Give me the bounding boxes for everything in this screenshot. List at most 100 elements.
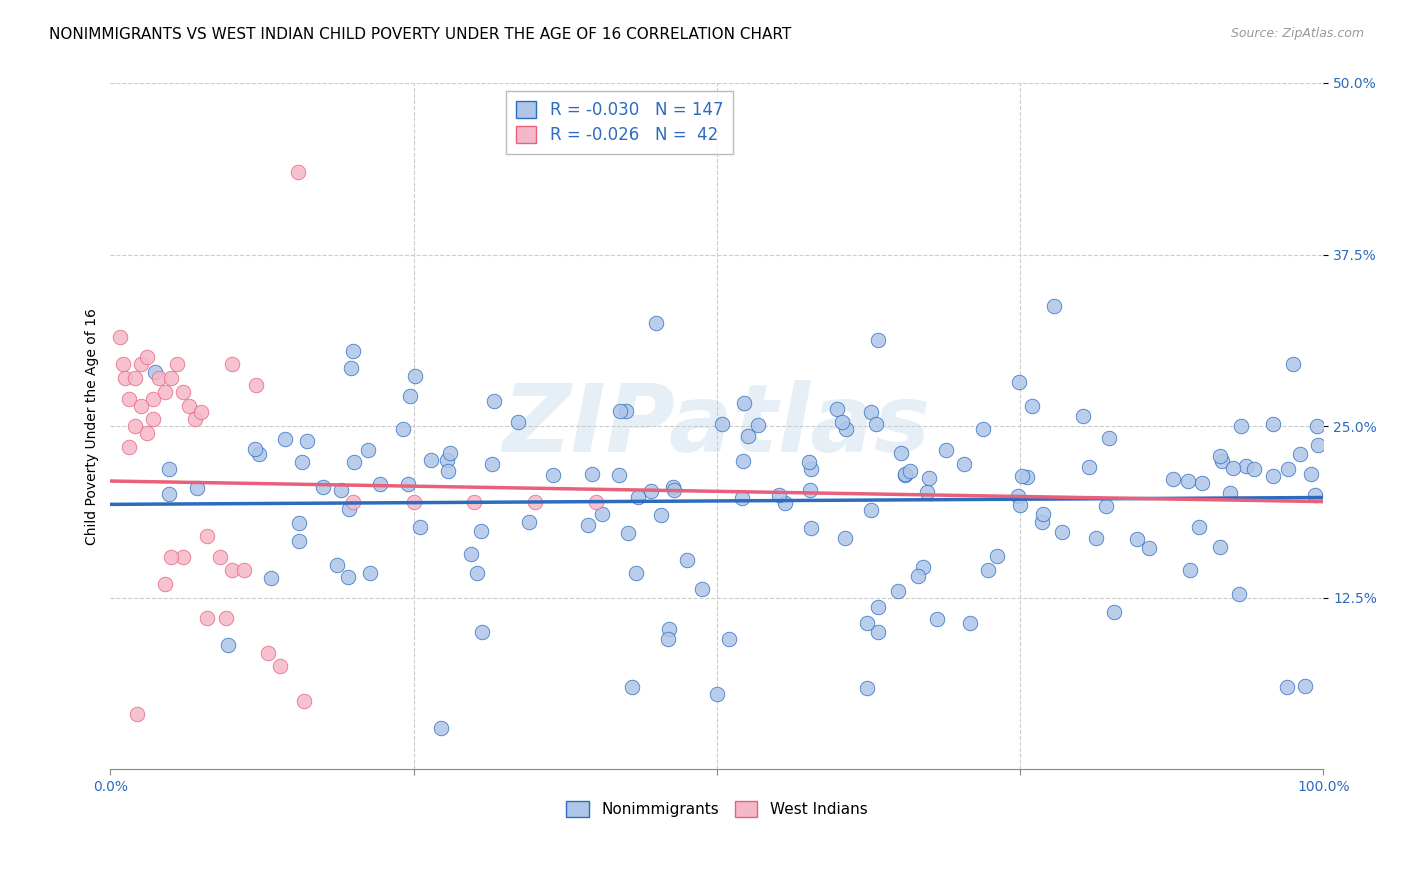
Point: [1303, 488, 1326, 502]
Point: [860, 503, 883, 517]
Point: [111, 357, 134, 371]
Point: [624, 566, 647, 580]
Point: [1098, 431, 1121, 445]
Point: [585, 494, 607, 508]
Point: [291, 454, 314, 468]
Point: [1031, 516, 1053, 530]
Point: [359, 566, 381, 580]
Point: [437, 465, 460, 479]
Point: [1263, 468, 1285, 483]
Point: [609, 404, 631, 418]
Point: [607, 467, 630, 482]
Point: [1234, 458, 1257, 473]
Point: [918, 470, 941, 484]
Point: [247, 447, 270, 461]
Point: [153, 384, 176, 399]
Point: [135, 351, 157, 365]
Point: [221, 563, 243, 577]
Text: Source: ZipAtlas.com: Source: ZipAtlas.com: [1230, 27, 1364, 40]
Point: [887, 583, 910, 598]
Point: [129, 399, 152, 413]
Point: [1294, 679, 1316, 693]
Point: [143, 365, 166, 379]
Text: NONIMMIGRANTS VS WEST INDIAN CHILD POVERTY UNDER THE AGE OF 16 CORRELATION CHART: NONIMMIGRANTS VS WEST INDIAN CHILD POVER…: [49, 27, 792, 42]
Point: [166, 357, 188, 371]
Point: [172, 384, 194, 399]
Point: [1010, 498, 1032, 512]
Point: [257, 646, 280, 660]
Point: [953, 457, 976, 471]
Point: [160, 371, 183, 385]
Point: [243, 442, 266, 456]
Point: [287, 165, 309, 179]
Point: [409, 520, 432, 534]
Point: [117, 440, 139, 454]
Point: [245, 378, 267, 392]
Point: [1209, 540, 1232, 554]
Point: [287, 516, 309, 531]
Point: [825, 402, 848, 417]
Point: [733, 395, 755, 409]
Point: [274, 432, 297, 446]
Point: [159, 462, 181, 476]
Point: [221, 357, 243, 371]
Point: [1243, 462, 1265, 476]
Point: [172, 549, 194, 564]
Point: [1282, 357, 1305, 371]
Point: [214, 611, 236, 625]
Point: [893, 467, 915, 481]
Point: [591, 508, 613, 522]
Point: [179, 399, 201, 413]
Point: [402, 494, 425, 508]
Point: [342, 343, 364, 358]
Point: [288, 534, 311, 549]
Point: [972, 422, 994, 436]
Point: [260, 571, 283, 585]
Point: [135, 425, 157, 440]
Point: [1188, 520, 1211, 534]
Point: [1277, 462, 1299, 476]
Point: [399, 389, 422, 403]
Point: [640, 483, 662, 498]
Point: [581, 467, 603, 481]
Point: [576, 517, 599, 532]
Point: [959, 615, 981, 630]
Point: [800, 521, 823, 535]
Point: [197, 611, 219, 625]
Point: [326, 558, 349, 573]
Point: [160, 549, 183, 564]
Point: [855, 681, 877, 695]
Point: [1161, 472, 1184, 486]
Point: [799, 483, 821, 498]
Point: [295, 434, 318, 448]
Point: [1209, 449, 1232, 463]
Point: [148, 371, 170, 385]
Point: [1007, 489, 1029, 503]
Point: [617, 526, 640, 541]
Point: [1219, 486, 1241, 500]
Point: [890, 446, 912, 460]
Point: [1042, 299, 1064, 313]
Point: [856, 615, 879, 630]
Point: [907, 569, 929, 583]
Point: [337, 501, 360, 516]
Point: [463, 494, 485, 508]
Point: [541, 467, 564, 482]
Point: [657, 632, 679, 646]
Point: [1084, 531, 1107, 545]
Point: [124, 371, 146, 385]
Point: [768, 487, 790, 501]
Point: [108, 330, 131, 344]
Point: [1211, 454, 1233, 468]
Point: [269, 659, 291, 673]
Point: [467, 566, 489, 580]
Point: [117, 392, 139, 406]
Point: [330, 483, 353, 498]
Point: [1102, 605, 1125, 619]
Point: [868, 624, 890, 639]
Point: [1032, 507, 1054, 521]
Point: [859, 404, 882, 418]
Point: [835, 422, 858, 436]
Point: [620, 680, 643, 694]
Point: [1275, 680, 1298, 694]
